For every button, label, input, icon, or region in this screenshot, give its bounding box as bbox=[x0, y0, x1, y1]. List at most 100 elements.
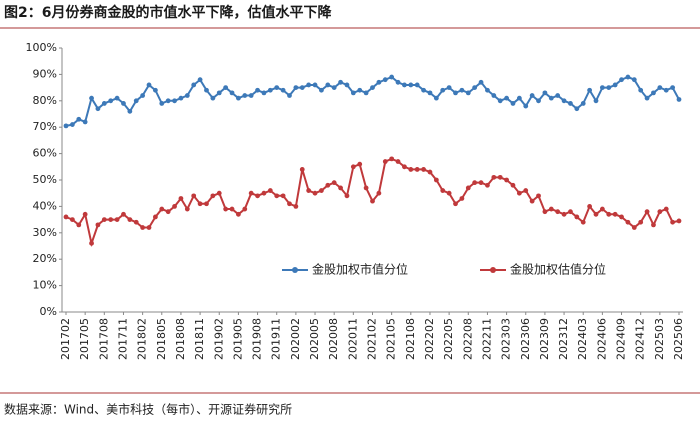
x-tick-label: 202108 bbox=[404, 318, 417, 360]
point bbox=[478, 79, 484, 85]
x-tick-label: 202412 bbox=[634, 318, 647, 360]
point bbox=[555, 209, 561, 215]
point bbox=[631, 225, 637, 230]
point bbox=[140, 93, 146, 98]
point bbox=[510, 182, 516, 188]
point bbox=[63, 214, 69, 220]
point bbox=[427, 90, 433, 96]
point bbox=[197, 201, 203, 207]
point bbox=[504, 95, 509, 101]
point bbox=[293, 204, 299, 209]
point bbox=[478, 180, 484, 186]
point bbox=[427, 169, 433, 175]
point bbox=[357, 87, 363, 93]
point bbox=[255, 87, 260, 93]
point bbox=[319, 87, 324, 93]
point bbox=[619, 77, 624, 83]
point bbox=[382, 159, 388, 164]
point bbox=[370, 198, 375, 204]
point bbox=[82, 119, 88, 125]
point bbox=[561, 211, 567, 217]
x-tick-label: 202309 bbox=[538, 318, 551, 360]
point bbox=[178, 196, 184, 201]
point bbox=[255, 193, 260, 199]
point bbox=[229, 90, 235, 96]
point bbox=[293, 85, 299, 90]
x-tick-label: 201702 bbox=[59, 318, 72, 360]
point bbox=[159, 206, 165, 212]
y-tick-label: 80% bbox=[33, 94, 57, 107]
source: 数据来源：Wind、美市科技（每市）、开源证券研究所 bbox=[4, 402, 292, 417]
point bbox=[95, 222, 101, 228]
x-tick-label: 201905 bbox=[231, 318, 244, 360]
point bbox=[127, 217, 133, 223]
x-tick-label: 202303 bbox=[500, 318, 513, 360]
x-tick-label: 201911 bbox=[270, 318, 283, 360]
point bbox=[216, 190, 222, 196]
x-tick-label: 202008 bbox=[327, 318, 340, 360]
point bbox=[197, 77, 203, 83]
point bbox=[152, 214, 158, 220]
y-tick-label: 60% bbox=[33, 147, 57, 160]
point bbox=[331, 85, 337, 90]
point bbox=[121, 101, 126, 106]
series-line bbox=[65, 75, 680, 127]
point bbox=[638, 87, 644, 93]
point bbox=[599, 206, 605, 212]
point bbox=[76, 116, 82, 122]
point bbox=[593, 98, 599, 104]
x-tick-label: 201805 bbox=[155, 318, 168, 360]
point bbox=[516, 190, 522, 196]
point bbox=[146, 82, 152, 88]
x-tick-label: 202403 bbox=[576, 318, 589, 360]
point bbox=[114, 95, 120, 101]
point bbox=[440, 188, 446, 193]
point bbox=[414, 82, 420, 88]
point bbox=[152, 87, 158, 93]
point bbox=[485, 87, 490, 93]
point bbox=[676, 218, 682, 224]
x-tick-label: 202205 bbox=[442, 318, 455, 360]
point bbox=[338, 185, 343, 191]
point bbox=[210, 193, 216, 199]
point bbox=[395, 79, 401, 85]
x-tick-label: 202409 bbox=[615, 318, 628, 360]
point bbox=[465, 90, 471, 96]
point bbox=[402, 164, 407, 170]
x-tick-label: 201811 bbox=[193, 318, 206, 360]
y-tick-label: 10% bbox=[33, 279, 57, 292]
point bbox=[402, 82, 407, 88]
point bbox=[485, 182, 490, 188]
point bbox=[133, 219, 139, 225]
point bbox=[248, 190, 254, 196]
point bbox=[497, 98, 503, 104]
point bbox=[223, 206, 229, 212]
point bbox=[580, 219, 586, 225]
point bbox=[440, 87, 446, 93]
point bbox=[670, 219, 676, 225]
point bbox=[350, 164, 356, 170]
point bbox=[210, 95, 216, 101]
point bbox=[306, 188, 312, 193]
point bbox=[267, 188, 273, 193]
point bbox=[587, 87, 593, 93]
point bbox=[631, 77, 637, 83]
point bbox=[146, 225, 152, 230]
point bbox=[555, 93, 561, 98]
y-tick-label: 20% bbox=[33, 252, 57, 265]
point bbox=[184, 93, 190, 98]
x-tick-label: 201708 bbox=[97, 318, 110, 360]
point bbox=[370, 85, 375, 90]
point bbox=[536, 193, 541, 199]
x-tick-label: 202011 bbox=[346, 318, 359, 360]
point bbox=[267, 87, 273, 93]
point bbox=[319, 188, 324, 193]
point bbox=[472, 85, 478, 90]
point bbox=[344, 193, 350, 199]
point bbox=[82, 211, 88, 217]
x-tick-label: 202506 bbox=[672, 318, 685, 360]
point bbox=[408, 82, 414, 88]
point bbox=[299, 167, 305, 172]
point bbox=[606, 85, 612, 90]
